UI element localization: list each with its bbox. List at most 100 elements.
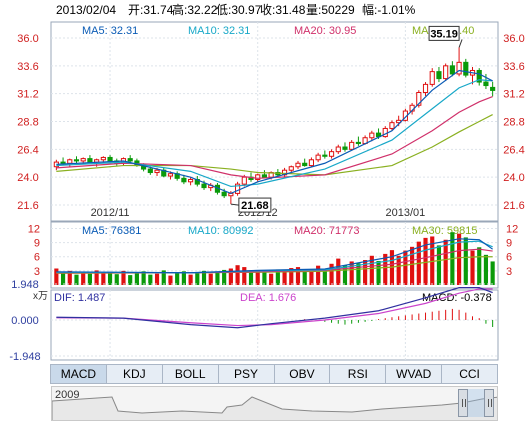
ma5-line xyxy=(56,69,493,195)
volume-bar-up xyxy=(289,268,294,285)
volume-legend-4: MA30: 59815 xyxy=(412,225,477,237)
min-price-label: 21.68 xyxy=(241,200,269,212)
volume-bar-up xyxy=(101,273,106,285)
candle-up xyxy=(67,159,73,164)
candle-down xyxy=(302,162,308,167)
volume-bar-up xyxy=(269,273,274,285)
price-tick-right: 28.8 xyxy=(503,117,524,129)
candle-down xyxy=(127,158,133,162)
tab-kdj[interactable]: KDJ xyxy=(105,364,163,384)
volume-bar-down xyxy=(477,247,482,285)
low-label: 低:30.97 xyxy=(216,3,262,17)
max-callout-box xyxy=(428,25,460,41)
candle-up xyxy=(335,146,341,153)
date-tick-label: 2012/11 xyxy=(91,207,130,219)
candle-up xyxy=(255,174,261,180)
volume-bar-up xyxy=(423,237,428,285)
volume-tick-right: 9 xyxy=(506,238,512,250)
volume-bar-down xyxy=(248,272,254,285)
volume-bar-down xyxy=(201,270,207,285)
volume-bar-down xyxy=(322,269,327,285)
volume-bar-up xyxy=(309,268,314,285)
volume-bar-down xyxy=(275,269,280,285)
tab-cci[interactable]: CCI xyxy=(441,364,498,384)
volume-bar-up xyxy=(54,268,59,285)
volume-bar-down xyxy=(134,272,139,285)
volume-bar-up xyxy=(67,270,72,285)
ma30-line xyxy=(56,114,493,176)
volume-tick-left: 9 xyxy=(34,238,40,250)
candle-down xyxy=(463,61,469,76)
candle-up xyxy=(315,154,321,161)
price-panel-frame xyxy=(50,21,499,222)
price-legend-2: MA10: 32.31 xyxy=(188,25,250,37)
tab-obv[interactable]: OBV xyxy=(273,364,331,384)
volume-bar-down xyxy=(114,274,119,285)
volume-bar-down xyxy=(128,275,133,285)
candle-down xyxy=(483,81,489,87)
volume-bar-down xyxy=(181,271,186,285)
stock-chart[interactable]: 36.0 36.0 33.6 33.6 31.2 31.2 28.8 28.8 26.4 26.4… xyxy=(0,20,530,362)
candle-down xyxy=(147,168,153,174)
volume-bar-down xyxy=(175,272,180,285)
volume-bar-down xyxy=(483,254,489,285)
indicator-tabs: MACD KDJ BOLL PSY OBV RSI WVAD CCI xyxy=(50,364,498,384)
volume-bar-up xyxy=(396,255,401,285)
price-tick-right: 33.6 xyxy=(503,61,524,73)
volume-bar-up xyxy=(383,253,388,285)
navigator-right-handle[interactable] xyxy=(484,389,494,417)
volume-bar-up xyxy=(94,270,99,285)
macd-tick-left: 1.948 xyxy=(11,279,39,291)
volume-bar-up xyxy=(349,261,354,285)
volume-bar-up xyxy=(255,270,260,285)
price-tick-left: 33.6 xyxy=(17,61,38,73)
candle-down xyxy=(490,86,496,91)
candle-up xyxy=(188,178,194,183)
volume-bar-down xyxy=(262,271,267,285)
volume-bar-up xyxy=(168,275,173,285)
tab-psy[interactable]: PSY xyxy=(217,364,275,384)
tab-macd[interactable]: MACD xyxy=(50,364,107,384)
volume-bar-up xyxy=(295,267,301,285)
volume-legend-2: MA10: 80992 xyxy=(188,225,253,237)
volume-bar-down xyxy=(490,261,495,285)
volume-bar-up xyxy=(443,239,448,285)
macd-tick-left: -1.948 xyxy=(9,351,40,362)
volume-panel-frame xyxy=(50,221,499,289)
volume-bar-up xyxy=(403,250,408,285)
volume-tick-right: 12 xyxy=(506,223,518,235)
max-price-label: 35.19 xyxy=(430,28,458,40)
candle-up xyxy=(295,162,301,168)
tab-rsi[interactable]: RSI xyxy=(329,364,387,384)
tab-boll[interactable]: BOLL xyxy=(161,364,219,384)
volume-bar-up xyxy=(208,273,213,285)
volume-bar-down xyxy=(376,260,381,285)
price-tick-right: 36.0 xyxy=(503,33,524,45)
candle-up xyxy=(422,83,429,94)
volume-bar-up xyxy=(316,265,321,285)
volume-bar-up xyxy=(410,246,415,285)
volume-bar-up xyxy=(457,233,462,285)
candle-down xyxy=(181,177,187,183)
candle-down xyxy=(322,154,328,157)
volume-bar-down xyxy=(215,272,220,285)
candle-up xyxy=(443,65,449,80)
volume-legend-1: MA5: 76381 xyxy=(82,225,141,237)
date-label: 2013/02/04 xyxy=(56,3,117,17)
tab-wvad[interactable]: WVAD xyxy=(385,364,443,384)
candle-down xyxy=(221,191,227,197)
volume-bar-down xyxy=(74,274,79,285)
volume-bar-down xyxy=(222,269,227,285)
navigator-left-handle[interactable] xyxy=(458,389,468,417)
high-label: 高:32.22 xyxy=(172,3,218,17)
dea-line xyxy=(56,288,493,327)
volume-tick-left: 12 xyxy=(28,223,40,235)
candle-down xyxy=(449,65,455,75)
price-tick-left: 28.8 xyxy=(17,117,38,129)
volume-bar-up xyxy=(470,250,475,285)
navigator-overview-line xyxy=(52,396,497,420)
range-navigator[interactable]: 2009 xyxy=(51,386,498,421)
volume-legend-3: MA20: 71773 xyxy=(294,225,359,237)
price-tick-left: 24.0 xyxy=(17,172,38,184)
volume-bar-up xyxy=(121,270,126,285)
